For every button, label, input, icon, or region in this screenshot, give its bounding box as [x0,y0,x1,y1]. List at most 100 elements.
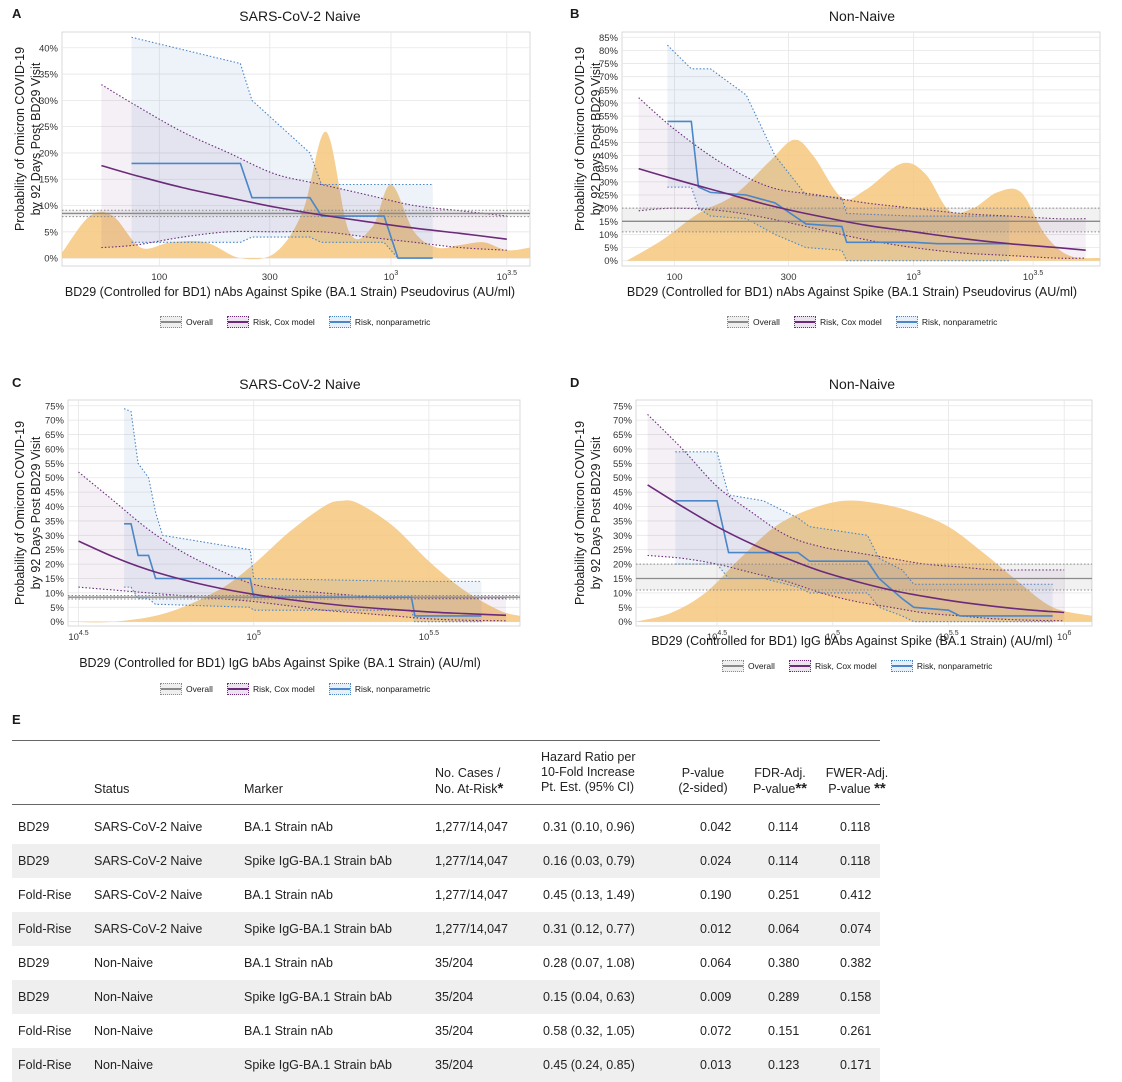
cell-cases: 1,277/14,047 [435,922,508,936]
cell-timepoint: Fold-Rise [18,922,72,936]
cell-p: 0.009 [700,990,732,1004]
cell-fdr: 0.114 [768,854,799,868]
legend-item-nonparametric: Risk, nonparametric [890,660,992,672]
legend-item-overall: Overall [727,316,780,328]
cell-hr: 0.28 (0.07, 1.08) [543,956,635,970]
cell-marker: Spike IgG-BA.1 Strain bAb [244,854,392,868]
y-tick-label: 55% [45,459,65,470]
cell-p: 0.042 [700,820,732,834]
cox-ci-band [638,97,1086,259]
y-tick-label: 70% [613,416,633,427]
x-tick-label: 300 [781,272,797,283]
y-tick-label: 40% [599,151,619,162]
x-tick-exponent: 5 [257,630,261,637]
cell-fdr: 0.064 [768,922,800,936]
x-tick-label: 105 [246,630,261,643]
cell-hr: 0.31 (0.10, 0.96) [543,820,635,834]
legend-line [794,321,815,323]
header-cases-line-1: No. Cases / [435,766,501,780]
nonparametric-risk-line [667,120,1010,245]
panel-c: C SARS-CoV-2 Naive Probability of Omicro… [0,370,560,710]
cell-timepoint: BD29 [18,990,50,1004]
legend-label: Overall [748,661,775,671]
x-tick-exponent: 5 [836,630,840,637]
cell-timepoint: Fold-Rise [18,1058,72,1072]
legend-line [789,665,810,667]
cell-fwer: 0.261 [840,1024,872,1038]
cell-fdr: 0.114 [768,820,799,834]
footnote-mark: ** [874,780,886,797]
overall-ci-band [636,564,1092,591]
legend-key-nonparametric [328,683,351,695]
legend-line [728,321,748,323]
x-tick-exponent: 3.5 [1034,270,1044,277]
cell-cases: 1,277/14,047 [435,854,508,868]
header-status: Status [94,782,130,796]
y-tick-label: 0% [618,617,632,628]
legend-label: Risk, nonparametric [354,317,431,327]
legend-line [161,688,181,690]
panel-a: A SARS-CoV-2 Naive Probability of Omicro… [0,0,560,350]
x-tick-label: 300 [262,272,278,283]
panel-letter: C [12,375,22,390]
cell-status: Non-Naive [94,1024,154,1038]
nonparametric-ci-band [675,451,1053,622]
x-tick-label: 104.5 [68,630,88,643]
legend-label: Overall [753,317,780,327]
legend-label: Risk, nonparametric [354,684,431,694]
y-tick-label: 80% [599,46,619,57]
cell-marker: BA.1 Strain nAb [244,956,333,970]
y-tick-label: 65% [599,85,619,96]
y-tick-label: 40% [613,502,633,513]
legend-label: Risk, Cox model [252,684,315,694]
y-tick-label: 15% [45,574,65,585]
table-header-rule [12,804,880,805]
cell-marker: BA.1 Strain nAb [244,820,333,834]
header-p-line-1: P-value [681,766,725,780]
y-tick-label: 85% [599,33,619,44]
y-tick-label: 20% [613,560,633,571]
panel-title: SARS-CoV-2 Naive [239,376,361,392]
nonparametric-ci-upper [123,408,482,582]
cox-ci-lower [78,586,507,622]
y-tick-label: 60% [45,444,65,455]
legend-key-cox [788,660,811,672]
x-tick-label: 103.5 [1023,270,1043,283]
y-tick-label: 0% [50,617,64,628]
cell-marker: Spike IgG-BA.1 Strain bAb [244,922,392,936]
x-axis-label: BD29 (Controlled for BD1) IgG bAbs Again… [79,656,481,670]
y-tick-label: 75% [613,401,633,412]
y-tick-label: 5% [604,243,618,254]
legend-line [329,688,350,690]
table-top-rule [12,740,880,741]
header-p-value: P-value (2-sided) [668,766,738,796]
cell-marker: BA.1 Strain nAb [244,888,333,902]
footnote-mark: ** [795,780,808,797]
y-tick-label: 50% [45,473,65,484]
legend-label: Risk, nonparametric [921,317,998,327]
x-tick-exponent: 3 [394,270,398,277]
y-tick-label: 5% [50,603,64,614]
legend-item-nonparametric: Risk, nonparametric [328,683,431,695]
y-tick-label: 55% [599,112,619,123]
marker-density-area [626,139,1100,261]
y-tick-label: 70% [45,416,65,427]
y-tick-label: 10% [45,588,65,599]
header-hr-line-2: 10-Fold Increase [541,765,635,779]
legend-line [227,321,248,323]
cell-status: SARS-CoV-2 Naive [94,922,203,936]
legend-line [161,321,181,323]
header-fdr: FDR-Adj. P-value** [740,766,820,797]
nonparametric-risk-line [131,162,433,259]
cell-cases: 35/204 [435,956,474,970]
cell-fdr: 0.251 [768,888,800,902]
cell-status: SARS-CoV-2 Naive [94,854,203,868]
y-tick-label: 30% [45,531,65,542]
cox-ci-upper [647,414,1065,571]
chart-plot: 0% 5% 10% 15% 20% 25% 30% 35% 40% 45% 50% 55% 60% 65%… [599,31,1101,283]
cell-status: Non-Naive [94,956,154,970]
header-fwer-line-1: FWER-Adj. [825,766,889,780]
panel-d: D Non-Naive Probability of Omicron COVID… [562,370,1122,710]
footnote-mark: * [497,780,504,797]
nonparametric-ci-lower [131,236,433,259]
